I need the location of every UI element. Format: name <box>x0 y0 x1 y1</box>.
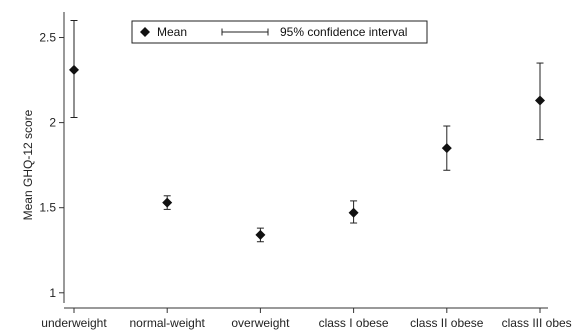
chart-axes: 1 1.5 2 2.5 underweight normal-weight overweig… <box>39 12 572 330</box>
mean-point <box>162 197 173 208</box>
x-tick-label: class II obese <box>410 316 484 330</box>
legend-ci-marker <box>221 28 269 36</box>
legend: Mean 95% confidence interval <box>131 20 428 44</box>
x-tick-label: overweight <box>231 316 290 330</box>
legend-mean-label: Mean <box>157 25 187 39</box>
mean-point <box>535 95 545 106</box>
mean-point <box>348 207 359 218</box>
y-tick-label: 1.5 <box>39 201 56 215</box>
y-axis-label: Mean GHQ-12 score <box>21 109 35 220</box>
y-tick-label: 1 <box>49 286 56 300</box>
x-tick-label: class I obese <box>319 316 389 330</box>
x-tick-label: normal-weight <box>130 316 206 330</box>
legend-box <box>131 20 428 44</box>
y-tick-label: 2.5 <box>39 31 56 45</box>
chart-marks <box>69 20 545 243</box>
x-tick-label: class III obese <box>502 316 572 330</box>
legend-mean-marker <box>140 27 150 37</box>
legend-ci-label: 95% confidence interval <box>280 25 407 39</box>
mean-point <box>255 229 266 240</box>
mean-point <box>69 64 79 75</box>
mean-point <box>441 143 452 154</box>
x-tick-label: underweight <box>41 316 107 330</box>
y-tick-label: 2 <box>49 116 56 130</box>
